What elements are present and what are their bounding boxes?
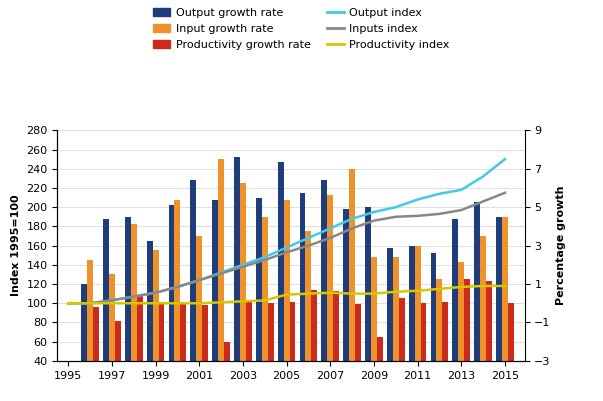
Bar (218, 159, 224, 399)
Bar (125, 217, 131, 399)
Bar (240, 183, 246, 399)
Bar (443, 302, 448, 399)
Legend: Output growth rate, Input growth rate, Productivity growth rate, Output index, I: Output growth rate, Input growth rate, P… (153, 8, 450, 50)
Bar (311, 290, 317, 399)
Bar (399, 298, 405, 399)
Y-axis label: Index 1995=100: Index 1995=100 (11, 195, 21, 296)
Bar (234, 157, 240, 399)
Bar (321, 180, 327, 399)
Bar (355, 304, 361, 399)
Bar (87, 260, 93, 399)
Bar (343, 209, 349, 399)
Bar (371, 257, 377, 399)
Bar (115, 320, 121, 399)
Bar (147, 241, 153, 399)
Bar (283, 200, 289, 399)
Bar (306, 231, 311, 399)
Bar (81, 284, 87, 399)
Bar (437, 279, 443, 399)
Bar (464, 279, 470, 399)
Bar (197, 236, 202, 399)
Bar (174, 200, 180, 399)
Bar (480, 236, 486, 399)
Bar (289, 302, 295, 399)
Bar (300, 193, 306, 399)
Bar (365, 207, 371, 399)
Bar (387, 249, 393, 399)
Bar (137, 296, 142, 399)
Bar (153, 250, 159, 399)
Bar (103, 219, 109, 399)
Bar (393, 257, 399, 399)
Bar (159, 304, 165, 399)
Bar (191, 180, 197, 399)
Bar (508, 303, 514, 399)
Bar (502, 217, 508, 399)
Bar (409, 245, 415, 399)
Bar (202, 305, 208, 399)
Bar (475, 203, 480, 399)
Bar (278, 162, 283, 399)
Bar (349, 169, 355, 399)
Y-axis label: Percentage growth: Percentage growth (556, 186, 566, 306)
Bar (212, 200, 218, 399)
Bar (415, 245, 420, 399)
Bar (93, 307, 99, 399)
Bar (496, 217, 502, 399)
Bar (131, 223, 137, 399)
Bar (420, 303, 426, 399)
Bar (256, 198, 262, 399)
Bar (458, 262, 464, 399)
Bar (333, 291, 339, 399)
Bar (431, 253, 437, 399)
Bar (262, 217, 268, 399)
Bar (452, 219, 458, 399)
Bar (377, 337, 383, 399)
Bar (327, 195, 333, 399)
Bar (246, 300, 251, 399)
Bar (180, 303, 186, 399)
Bar (268, 303, 274, 399)
Bar (109, 274, 115, 399)
Bar (224, 342, 230, 399)
Bar (169, 205, 174, 399)
Bar (486, 281, 492, 399)
